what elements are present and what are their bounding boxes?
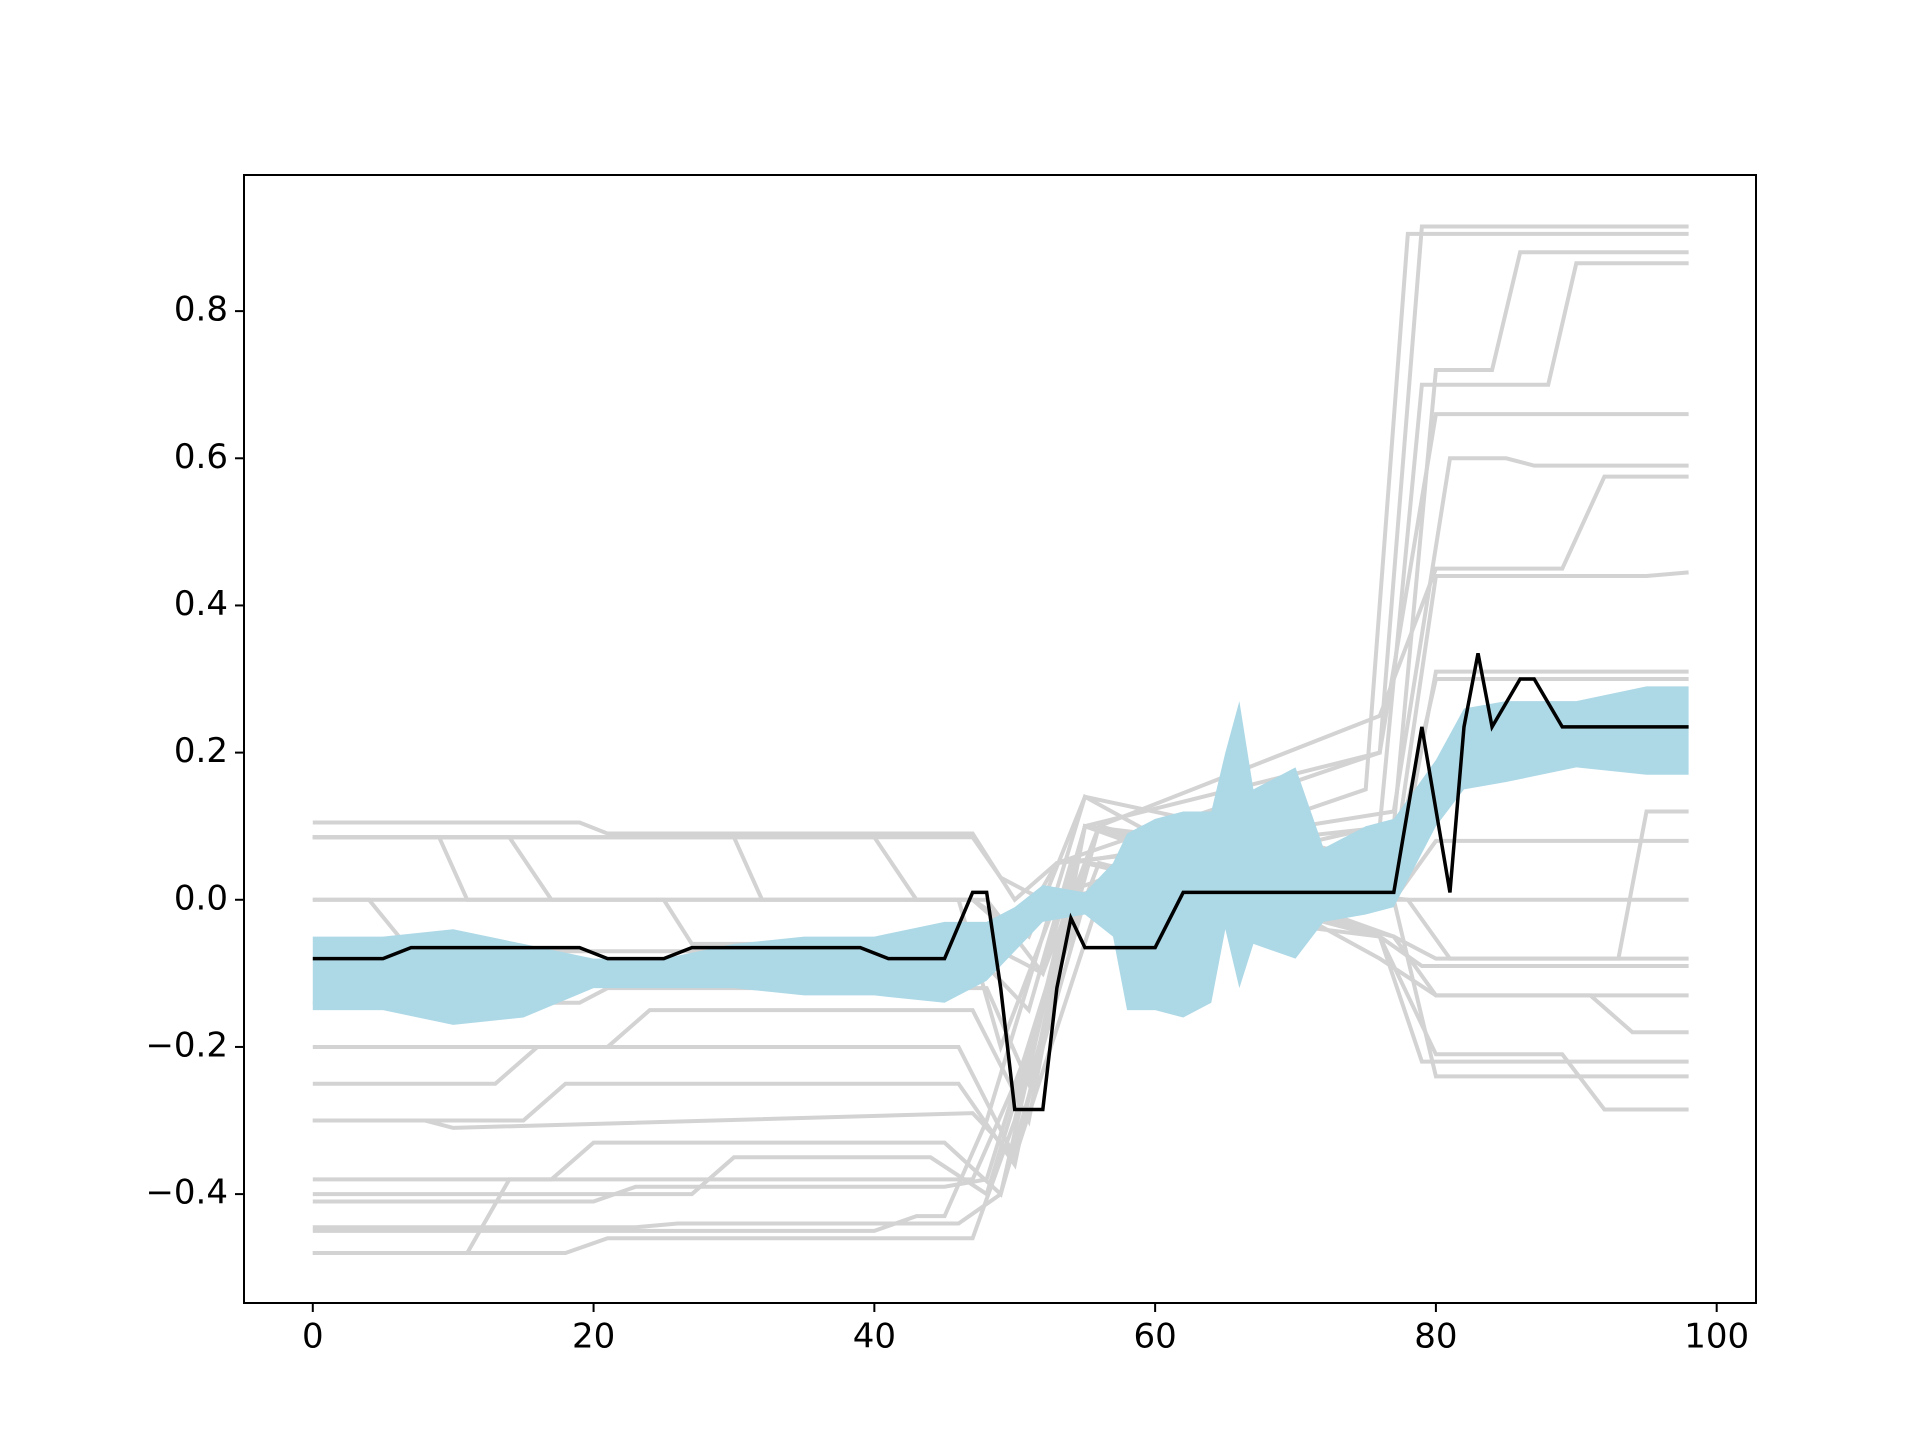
line — [312, 860, 1689, 1255]
y-tick-label: −0.4 — [145, 1173, 228, 1213]
line — [312, 793, 1689, 1233]
x-tick-label: 80 — [1414, 1317, 1457, 1357]
y-tick-label: −0.2 — [145, 1025, 228, 1065]
line — [312, 224, 1689, 903]
line — [312, 412, 1689, 977]
y-tick-label: 0.8 — [174, 290, 228, 330]
y-tick-label: 0.0 — [174, 878, 228, 918]
line — [312, 823, 1689, 1170]
x-tick-label: 20 — [572, 1317, 615, 1357]
line — [312, 456, 1689, 1015]
y-tick-label: 0.2 — [174, 731, 228, 771]
x-tick-label: 40 — [853, 1317, 896, 1357]
band — [312, 686, 1689, 1025]
x-tick-label: 0 — [302, 1317, 324, 1357]
plot-frame — [243, 174, 1757, 1304]
x-tick-label: 60 — [1133, 1317, 1176, 1357]
line — [312, 652, 1689, 1112]
line — [312, 823, 1689, 1255]
x-tick-label: 100 — [1684, 1317, 1749, 1357]
line — [312, 860, 1689, 1204]
line — [312, 897, 1689, 1230]
y-tick-label: 0.4 — [174, 584, 228, 624]
line — [312, 570, 1689, 940]
line — [312, 250, 1689, 940]
y-tick-label: 0.6 — [174, 437, 228, 477]
